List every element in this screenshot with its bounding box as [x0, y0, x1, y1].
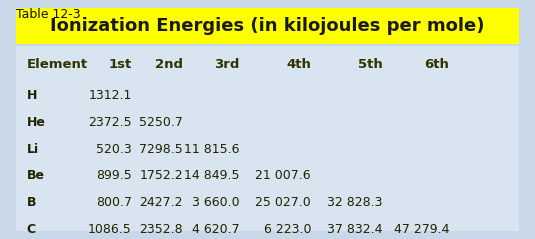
- Text: 2427.2: 2427.2: [140, 196, 183, 209]
- FancyBboxPatch shape: [17, 8, 518, 43]
- Text: Element: Element: [27, 58, 88, 71]
- Text: 14 849.5: 14 849.5: [184, 169, 239, 182]
- Text: 47 279.4: 47 279.4: [394, 223, 449, 236]
- Text: 7298.5: 7298.5: [139, 142, 183, 156]
- Text: 21 007.6: 21 007.6: [255, 169, 311, 182]
- Text: Li: Li: [27, 142, 39, 156]
- Text: 3rd: 3rd: [214, 58, 239, 71]
- Text: 2372.5: 2372.5: [88, 116, 132, 129]
- Text: 4th: 4th: [286, 58, 311, 71]
- Text: He: He: [27, 116, 45, 129]
- Text: 37 832.4: 37 832.4: [327, 223, 383, 236]
- Text: Be: Be: [27, 169, 45, 182]
- Text: 5250.7: 5250.7: [139, 116, 183, 129]
- Text: H: H: [27, 89, 37, 102]
- Text: 3 660.0: 3 660.0: [192, 196, 239, 209]
- FancyBboxPatch shape: [17, 46, 518, 231]
- Text: 1st: 1st: [109, 58, 132, 71]
- Text: 25 027.0: 25 027.0: [255, 196, 311, 209]
- Text: 899.5: 899.5: [96, 169, 132, 182]
- Text: 5th: 5th: [358, 58, 383, 71]
- Text: 4 620.7: 4 620.7: [192, 223, 239, 236]
- Text: 1312.1: 1312.1: [88, 89, 132, 102]
- Text: 11 815.6: 11 815.6: [184, 142, 239, 156]
- Text: Table 12-3: Table 12-3: [17, 8, 81, 22]
- Text: 520.3: 520.3: [96, 142, 132, 156]
- Text: Ionization Energies (in kilojoules per mole): Ionization Energies (in kilojoules per m…: [50, 17, 485, 35]
- Text: 1752.2: 1752.2: [139, 169, 183, 182]
- Text: 2nd: 2nd: [155, 58, 183, 71]
- Text: 32 828.3: 32 828.3: [327, 196, 383, 209]
- Text: 1086.5: 1086.5: [88, 223, 132, 236]
- Text: B: B: [27, 196, 36, 209]
- Text: 6 223.0: 6 223.0: [264, 223, 311, 236]
- Text: 800.7: 800.7: [96, 196, 132, 209]
- Text: C: C: [27, 223, 36, 236]
- Text: 2352.8: 2352.8: [139, 223, 183, 236]
- Text: 6th: 6th: [424, 58, 449, 71]
